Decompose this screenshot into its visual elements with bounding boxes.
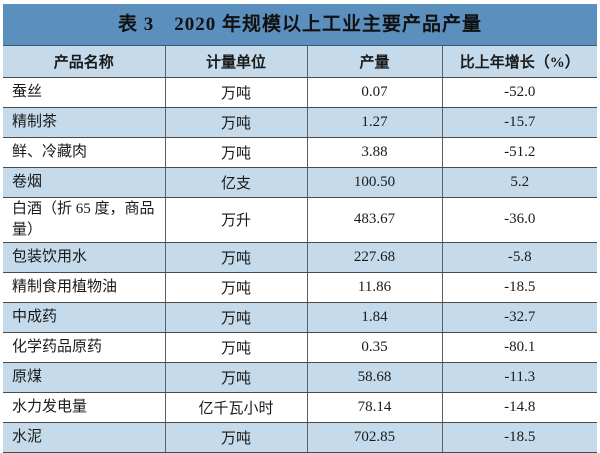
cell-product-name: 原煤 [3, 362, 165, 393]
cell-output: 3.88 [306, 137, 442, 168]
cell-unit: 万吨 [164, 272, 307, 303]
table-row: 精制食用植物油 万吨 11.86 -18.5 [3, 272, 597, 303]
cell-unit: 万吨 [164, 242, 307, 273]
column-header-unit: 计量单位 [164, 46, 307, 78]
cell-growth: 5.2 [441, 167, 597, 198]
cell-product-name: 蚕丝 [3, 77, 165, 108]
cell-output: 58.68 [306, 362, 442, 393]
cell-output: 11.86 [306, 272, 442, 303]
table-row: 原煤 万吨 58.68 -11.3 [3, 362, 597, 393]
column-header-growth: 比上年增长（%） [441, 46, 597, 78]
cell-growth: -52.0 [441, 77, 597, 108]
table-row: 包装饮用水 万吨 227.68 -5.8 [3, 242, 597, 273]
cell-unit: 万吨 [164, 302, 307, 333]
data-table: 产品名称 计量单位 产量 比上年增长（%） 蚕丝 万吨 0.07 -52.0 精… [3, 46, 597, 453]
cell-product-name: 白酒（折 65 度，商品量） [3, 197, 165, 243]
cell-output: 78.14 [306, 392, 442, 423]
cell-unit: 万升 [164, 197, 307, 243]
cell-product-name: 精制茶 [3, 107, 165, 138]
cell-growth: -14.8 [441, 392, 597, 423]
cell-growth: -15.7 [441, 107, 597, 138]
table-row: 中成药 万吨 1.84 -32.7 [3, 302, 597, 333]
table-row: 精制茶 万吨 1.27 -15.7 [3, 107, 597, 138]
cell-unit: 万吨 [164, 107, 307, 138]
cell-product-name: 精制食用植物油 [3, 272, 165, 303]
table-row: 化学药品原药 万吨 0.35 -80.1 [3, 332, 597, 363]
table-row: 白酒（折 65 度，商品量） 万升 483.67 -36.0 [3, 197, 597, 243]
cell-growth: -32.7 [441, 302, 597, 333]
cell-unit: 万吨 [164, 77, 307, 108]
cell-product-name: 中成药 [3, 302, 165, 333]
industrial-output-table: 表 3 2020 年规模以上工业主要产品产量 产品名称 计量单位 产量 比上年增… [3, 4, 597, 453]
cell-unit: 亿支 [164, 167, 307, 198]
cell-output: 483.67 [306, 197, 442, 243]
column-header-output: 产量 [306, 46, 442, 78]
cell-unit: 万吨 [164, 422, 307, 453]
cell-growth: -11.3 [441, 362, 597, 393]
cell-output: 1.84 [306, 302, 442, 333]
cell-growth: -18.5 [441, 272, 597, 303]
cell-product-name: 鲜、冷藏肉 [3, 137, 165, 168]
table-row: 鲜、冷藏肉 万吨 3.88 -51.2 [3, 137, 597, 168]
cell-growth: -80.1 [441, 332, 597, 363]
cell-output: 0.07 [306, 77, 442, 108]
table-row: 卷烟 亿支 100.50 5.2 [3, 167, 597, 198]
cell-growth: -5.8 [441, 242, 597, 273]
cell-product-name: 包装饮用水 [3, 242, 165, 273]
table-row: 水力发电量 亿千瓦小时 78.14 -14.8 [3, 392, 597, 423]
cell-output: 100.50 [306, 167, 442, 198]
cell-unit: 万吨 [164, 332, 307, 363]
cell-output: 1.27 [306, 107, 442, 138]
cell-unit: 亿千瓦小时 [164, 392, 307, 423]
cell-output: 0.35 [306, 332, 442, 363]
cell-product-name: 水泥 [3, 422, 165, 453]
cell-output: 227.68 [306, 242, 442, 273]
column-header-product: 产品名称 [3, 46, 165, 78]
table-row: 水泥 万吨 702.85 -18.5 [3, 422, 597, 453]
table-row: 蚕丝 万吨 0.07 -52.0 [3, 77, 597, 108]
cell-output: 702.85 [306, 422, 442, 453]
cell-unit: 万吨 [164, 137, 307, 168]
cell-growth: -51.2 [441, 137, 597, 168]
cell-product-name: 水力发电量 [3, 392, 165, 423]
cell-product-name: 卷烟 [3, 167, 165, 198]
cell-product-name: 化学药品原药 [3, 332, 165, 363]
cell-unit: 万吨 [164, 362, 307, 393]
header-row: 产品名称 计量单位 产量 比上年增长（%） [3, 46, 597, 78]
cell-growth: -36.0 [441, 197, 597, 243]
cell-growth: -18.5 [441, 422, 597, 453]
table-title: 表 3 2020 年规模以上工业主要产品产量 [3, 4, 597, 46]
